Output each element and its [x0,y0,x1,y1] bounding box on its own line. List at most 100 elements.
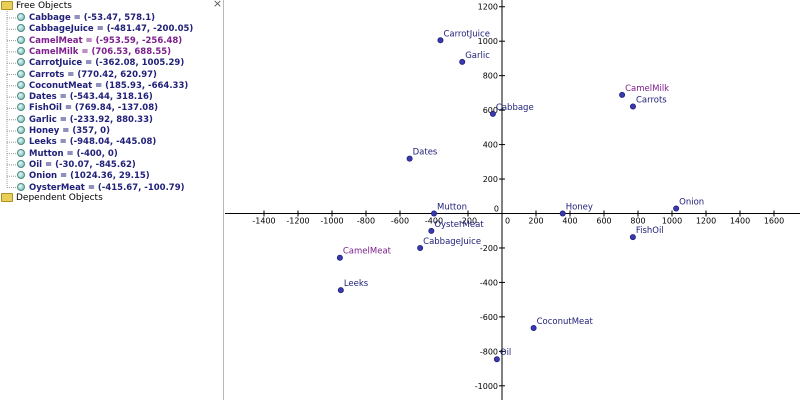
object-definition: CarrotJuice = (-362.08, 1005.29) [29,58,185,69]
point-label-coconutmeat[interactable]: CoconutMeat [537,317,594,327]
point-label-leeks[interactable]: Leeks [344,279,369,289]
object-definition: CamelMeat = (-953.59, -256.48) [29,35,183,46]
folder-icon [1,192,13,202]
visibility-toggle-icon[interactable] [17,103,25,112]
point-fishoil[interactable] [629,234,636,241]
object-definition: CamelMilk = (706.53, 688.55) [29,46,172,57]
object-definition: Garlic = (-233.92, 880.33) [29,114,153,125]
visibility-toggle-icon[interactable] [17,114,25,123]
point-label-carrotjuice[interactable]: CarrotJuice [443,29,490,39]
object-row-cabbagejuice[interactable]: CabbageJuice = (-481.47, -200.05) [17,23,193,35]
coordinate-plane[interactable]: -1400 -1200 -1000 -800 -600 -400 -200 0 200 400 60… [225,0,800,400]
y-tick-label: 0 [494,205,499,214]
y-tick-label: -800 [480,347,498,356]
point-dates[interactable] [406,155,413,162]
visibility-toggle-icon[interactable] [17,13,25,21]
point-leeks[interactable] [337,287,344,294]
x-tick-label: 0 [505,217,510,226]
point-label-mutton[interactable]: Mutton [437,203,467,213]
object-row-camelmilk[interactable]: CamelMilk = (706.53, 688.55) [17,46,171,58]
point-label-garlic[interactable]: Garlic [465,51,490,61]
graphics-view[interactable]: -1400 -1200 -1000 -800 -600 -400 -200 0 200 400 60… [225,0,800,400]
point-cabbagejuice[interactable] [417,244,424,251]
point-label-fishoil[interactable]: FishOil [636,226,664,236]
object-row-oystermeat[interactable]: OysterMeat = (-415.67, -100.79) [17,182,185,194]
x-tick-label: 200 [528,217,543,226]
visibility-toggle-icon[interactable] [17,182,25,191]
x-tick-label: 1000 [662,217,682,226]
x-tick-label: 600 [596,217,611,226]
point-label-onion[interactable]: Onion [679,197,704,207]
y-tick-label: -400 [480,278,498,287]
point-label-cabbage[interactable]: Cabbage [496,103,534,113]
x-tick-label: 1200 [696,217,716,226]
y-tick-label: 400 [483,141,498,150]
point-label-oil[interactable]: Oil [500,348,511,358]
point-carrotjuice[interactable] [437,37,444,44]
object-row-dates[interactable]: Dates = (-543.44, 318.16) [17,91,153,103]
object-definition: CoconutMeat = (185.93, -664.33) [29,80,189,91]
object-row-coconutmeat[interactable]: CoconutMeat = (185.93, -664.33) [17,80,188,92]
visibility-toggle-icon[interactable] [17,80,25,89]
point-camelmeat[interactable] [336,254,343,261]
visibility-toggle-icon[interactable] [17,58,25,67]
x-tick-label: -800 [357,217,375,226]
visibility-toggle-icon[interactable] [17,126,25,134]
x-tick-label: -600 [391,217,409,226]
dependent-objects-folder[interactable]: Dependent Objects [1,192,103,204]
free-objects-label: Free Objects [16,1,72,11]
object-row-cabbage[interactable]: Cabbage = (-53.47, 578.1) [17,12,155,24]
close-icon[interactable]: × [212,0,223,10]
visibility-toggle-icon[interactable] [17,137,25,146]
point-honey[interactable] [559,210,566,217]
object-row-carrots[interactable]: Carrots = (770.42, 620.97) [17,69,157,81]
visibility-toggle-icon[interactable] [17,92,25,101]
object-row-fishoil[interactable]: FishOil = (769.84, -137.08) [17,102,158,114]
point-label-carrots[interactable]: Carrots [636,96,667,106]
object-definition: Carrots = (770.42, 620.97) [29,69,157,80]
x-tick-label: -1400 [252,217,275,226]
object-definition: Dates = (-543.44, 318.16) [29,92,153,103]
point-label-camelmeat[interactable]: CamelMeat [343,247,392,257]
point-label-honey[interactable]: Honey [566,203,593,213]
object-row-oil[interactable]: Oil = (-30.07, -845.62) [17,159,136,171]
object-row-mutton[interactable]: Mutton = (-400, 0) [17,148,118,160]
point-label-cabbagejuice[interactable]: CabbageJuice [423,237,481,247]
y-tick-label: 200 [483,175,498,184]
point-oystermeat[interactable] [428,227,435,234]
object-row-camelmeat[interactable]: CamelMeat = (-953.59, -256.48) [17,35,182,47]
free-objects-folder[interactable]: Free Objects [1,0,72,12]
point-oil[interactable] [493,356,500,363]
visibility-toggle-icon[interactable] [17,159,25,168]
visibility-toggle-icon[interactable] [17,24,25,33]
visibility-toggle-icon[interactable] [17,171,25,180]
x-tick-label: -1000 [320,217,343,226]
visibility-toggle-icon[interactable] [17,69,25,78]
y-tick-label: -600 [480,313,498,322]
visibility-toggle-icon[interactable] [17,35,25,44]
visibility-toggle-icon[interactable] [17,148,25,157]
point-onion[interactable] [673,205,680,212]
x-tick-label: -400 [425,217,443,226]
point-label-camelmilk[interactable]: CamelMilk [625,84,669,94]
object-definition: Honey = (357, 0) [29,126,110,136]
visibility-toggle-icon[interactable] [17,46,25,55]
point-mutton[interactable] [430,210,437,217]
object-row-carrotjuice[interactable]: CarrotJuice = (-362.08, 1005.29) [17,57,184,69]
point-label-dates[interactable]: Dates [413,148,438,158]
y-tick-label: -1000 [475,382,498,391]
object-row-honey[interactable]: Honey = (357, 0) [17,125,110,137]
point-camelmilk[interactable] [619,91,626,98]
point-garlic[interactable] [459,58,466,65]
object-definition: CabbageJuice = (-481.47, -200.05) [29,24,194,35]
point-cabbage[interactable] [489,110,496,117]
object-definition: Leeks = (-948.04, -445.08) [29,137,157,148]
y-tick-label: 1200 [478,3,498,12]
object-definition: Onion = (1024.36, 29.15) [29,171,150,182]
point-label-oystermeat[interactable]: OysterMeat [434,220,484,230]
point-coconutmeat[interactable] [530,324,537,331]
point-carrots[interactable] [629,103,636,110]
object-row-leeks[interactable]: Leeks = (-948.04, -445.08) [17,136,156,148]
object-row-onion[interactable]: Onion = (1024.36, 29.15) [17,170,150,182]
object-row-garlic[interactable]: Garlic = (-233.92, 880.33) [17,114,153,126]
